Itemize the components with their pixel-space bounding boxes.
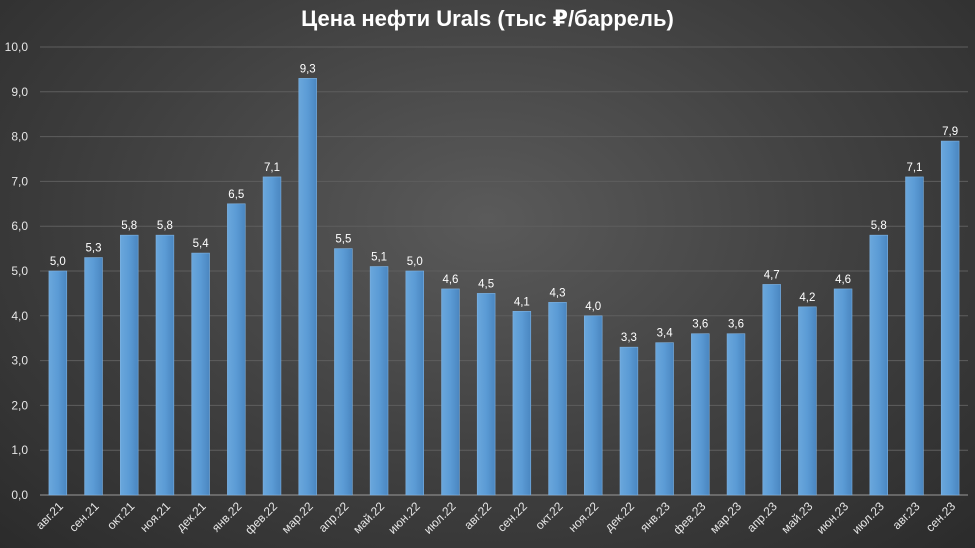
data-label: 4,0 <box>585 301 601 313</box>
data-label: 4,7 <box>764 269 780 281</box>
data-label: 4,6 <box>442 274 458 286</box>
bar <box>726 333 746 496</box>
y-axis-ticks: 0,0 1,0 2,0 3,0 4,0 5,0 6,0 7,0 8,0 9,0 10,0 <box>5 40 29 502</box>
y-tick-label: 9,0 <box>11 85 28 99</box>
bar <box>905 176 924 496</box>
data-label: 5,8 <box>157 220 173 232</box>
bar <box>584 315 603 496</box>
bar <box>155 234 175 496</box>
data-label: 9,3 <box>300 63 316 75</box>
x-tick-label: дек.21 <box>174 499 209 534</box>
y-tick-label: 6,0 <box>11 219 28 233</box>
x-tick-label: ноя.22 <box>566 499 602 535</box>
bar <box>691 333 710 496</box>
data-label: 4,2 <box>799 292 815 304</box>
bar <box>334 248 353 496</box>
x-tick-label: окт.22 <box>532 499 565 532</box>
bar <box>869 234 888 496</box>
bar <box>798 306 817 496</box>
bar <box>940 140 960 496</box>
y-tick-label: 8,0 <box>11 130 28 144</box>
data-label: 7,9 <box>942 126 958 138</box>
x-tick-label: сен.23 <box>923 499 959 535</box>
bar <box>619 346 639 496</box>
data-label: 4,5 <box>478 278 494 290</box>
y-tick-label: 7,0 <box>11 174 28 188</box>
data-label: 3,3 <box>621 332 637 344</box>
x-tick-label: апр.22 <box>316 499 352 535</box>
x-tick-label: дек.22 <box>602 499 637 534</box>
bar <box>405 270 424 496</box>
x-tick-label: мар.23 <box>707 499 744 536</box>
x-tick-label: май.23 <box>779 499 816 536</box>
data-label: 5,8 <box>121 220 137 232</box>
x-tick-label: авг.21 <box>33 499 66 532</box>
data-label: 5,5 <box>335 234 351 246</box>
bar <box>48 270 68 496</box>
x-tick-label: окт.21 <box>104 499 137 532</box>
data-label: 5,0 <box>407 256 423 268</box>
data-label: 5,1 <box>371 252 387 264</box>
bar <box>512 311 532 496</box>
bar <box>762 284 781 496</box>
data-label: 3,6 <box>728 319 744 331</box>
data-label: 7,1 <box>906 162 922 174</box>
x-tick-label: июл.23 <box>849 499 887 537</box>
data-label: 4,1 <box>514 296 530 308</box>
y-tick-label: 10,0 <box>5 40 29 54</box>
data-label: 3,6 <box>692 319 708 331</box>
bar <box>262 176 282 496</box>
x-tick-label: авг.23 <box>890 499 923 532</box>
x-tick-label: янв.23 <box>637 499 673 535</box>
bar <box>191 252 210 496</box>
bar <box>84 257 103 496</box>
data-label: 4,3 <box>550 287 566 299</box>
data-label: 3,4 <box>657 328 674 340</box>
gridlines <box>40 46 968 496</box>
data-label: 5,4 <box>193 238 210 250</box>
bar <box>227 203 246 496</box>
data-label: 6,5 <box>228 189 244 201</box>
x-axis-ticks: авг.21 сен.21 окт.21 ноя.21 дек.21 янв.22фев.… <box>33 499 959 537</box>
y-tick-label: 2,0 <box>11 398 28 412</box>
data-label: 5,0 <box>50 256 66 268</box>
x-tick-label: авг.22 <box>461 499 494 532</box>
x-tick-label: сен.21 <box>66 499 102 535</box>
bar <box>655 342 674 496</box>
bar <box>441 288 460 496</box>
chart-title: Цена нефти Urals (тыс ₽/баррель) <box>301 6 674 31</box>
y-tick-label: 5,0 <box>11 264 28 278</box>
y-tick-label: 4,0 <box>11 309 28 323</box>
data-label: 4,6 <box>835 274 851 286</box>
x-tick-label: ноя.21 <box>137 499 173 535</box>
x-tick-label: июн.23 <box>814 499 852 537</box>
data-labels: 5,0 5,3 5,8 5,8 5,4 6,5 7,1 9,3 5,5 5,1 5,0 4,6 4,5 4… <box>50 63 958 344</box>
x-tick-label: май.22 <box>350 499 387 536</box>
data-label: 5,8 <box>871 220 887 232</box>
data-label: 7,1 <box>264 162 280 174</box>
y-tick-label: 1,0 <box>11 443 28 457</box>
data-label: 5,3 <box>86 243 102 255</box>
bar <box>298 78 317 496</box>
x-tick-label: июн.22 <box>385 499 423 537</box>
y-tick-label: 3,0 <box>11 354 28 368</box>
x-tick-label: янв.22 <box>209 499 245 535</box>
y-tick-label: 0,0 <box>11 488 28 502</box>
x-tick-label: июл.22 <box>421 499 459 537</box>
x-tick-label: мар.22 <box>279 499 316 536</box>
bar <box>369 266 389 496</box>
x-tick-label: фев.22 <box>242 499 280 537</box>
bar <box>548 302 567 496</box>
bars <box>48 78 960 496</box>
bar <box>120 234 139 496</box>
bar <box>833 288 853 496</box>
x-tick-label: апр.23 <box>744 499 780 535</box>
bar <box>476 293 496 496</box>
x-tick-label: сен.22 <box>495 499 531 535</box>
x-tick-label: фев.23 <box>671 499 709 537</box>
